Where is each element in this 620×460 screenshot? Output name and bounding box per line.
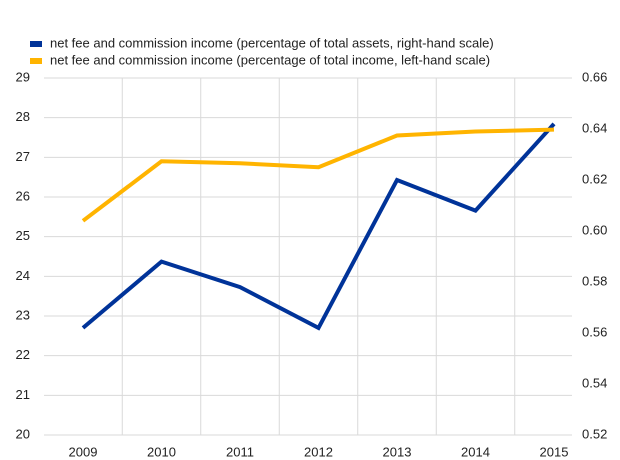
y2-tick-label: 0.62 [582,171,607,186]
x-tick-label: 2012 [304,444,333,459]
y-tick-label: 29 [16,69,30,84]
legend-marker [30,58,42,64]
legend-marker [30,41,42,47]
y-tick-label: 27 [16,149,30,164]
series-line [81,122,556,331]
y-tick-label: 24 [16,268,30,283]
y2-tick-label: 0.64 [582,120,607,135]
y2-tick-label: 0.66 [582,69,607,84]
x-tick-label: 2010 [147,444,176,459]
y2-tick-label: 0.60 [582,222,607,237]
y-tick-label: 23 [16,307,30,322]
y2-tick-label: 0.54 [582,375,607,390]
y2-tick-label: 0.52 [582,426,607,441]
legend-label: net fee and commission income (percentag… [50,35,494,50]
y-tick-label: 26 [16,188,30,203]
y2-tick-label: 0.58 [582,273,607,288]
x-tick-label: 2014 [461,444,490,459]
y-tick-label: 25 [16,228,30,243]
y-tick-label: 20 [16,426,30,441]
x-tick-label: 2011 [226,444,254,459]
series-line [81,127,555,223]
y2-tick-label: 0.56 [582,324,607,339]
x-tick-label: 2015 [540,444,569,459]
x-tick-label: 2013 [383,444,412,459]
legend-label: net fee and commission income (percentag… [50,52,490,67]
y-tick-label: 21 [16,387,30,402]
y-tick-label: 28 [16,109,30,124]
y-tick-label: 22 [16,347,30,362]
x-tick-label: 2009 [69,444,98,459]
